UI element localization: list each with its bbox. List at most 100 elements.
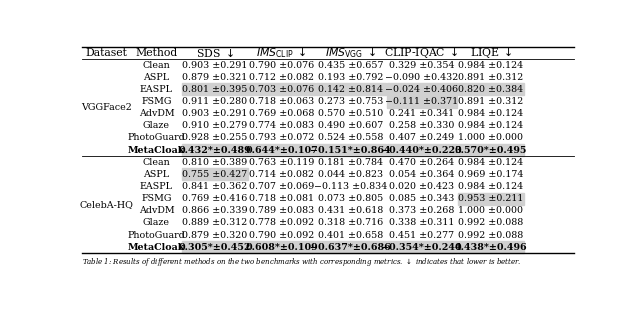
- Text: 0.142 ±0.814: 0.142 ±0.814: [318, 85, 383, 94]
- Bar: [458, 193, 524, 205]
- Text: 0.451 ±0.277: 0.451 ±0.277: [389, 231, 454, 240]
- Text: 0.570 ±0.510: 0.570 ±0.510: [318, 109, 383, 118]
- Text: 0.407 ±0.249: 0.407 ±0.249: [389, 133, 454, 143]
- Text: 0.707 ±0.069: 0.707 ±0.069: [249, 182, 314, 191]
- Text: SDS $\downarrow$: SDS $\downarrow$: [196, 47, 234, 59]
- Text: ASPL: ASPL: [143, 170, 170, 179]
- Text: 0.953 ±0.211: 0.953 ±0.211: [458, 194, 524, 203]
- Text: MetaCloak: MetaCloak: [128, 145, 185, 155]
- Text: 0.903 ±0.291: 0.903 ±0.291: [182, 109, 247, 118]
- Text: $\mathit{IMS}_{\mathrm{VGG}}$ $\downarrow$: $\mathit{IMS}_{\mathrm{VGG}}$ $\downarro…: [325, 46, 376, 60]
- Bar: [387, 83, 457, 95]
- Text: 0.644*±0.107: 0.644*±0.107: [245, 145, 318, 155]
- Text: 0.969 ±0.174: 0.969 ±0.174: [458, 170, 524, 179]
- Text: 0.718 ±0.063: 0.718 ±0.063: [249, 97, 314, 106]
- Text: 0.984 ±0.124: 0.984 ±0.124: [458, 61, 524, 70]
- Text: 0.718 ±0.081: 0.718 ±0.081: [249, 194, 314, 203]
- Bar: [387, 95, 457, 108]
- Text: CLIP-IQAC $\downarrow$: CLIP-IQAC $\downarrow$: [385, 45, 459, 60]
- Text: Method: Method: [135, 48, 177, 58]
- Text: 0.889 ±0.312: 0.889 ±0.312: [182, 219, 247, 227]
- Text: −0.090 ±0.432: −0.090 ±0.432: [385, 73, 458, 82]
- Text: 0.431 ±0.618: 0.431 ±0.618: [318, 206, 383, 215]
- Text: 0.841 ±0.362: 0.841 ±0.362: [182, 182, 247, 191]
- Text: AdvDM: AdvDM: [139, 206, 174, 215]
- Text: 0.984 ±0.124: 0.984 ±0.124: [458, 109, 524, 118]
- Text: 0.769 ±0.068: 0.769 ±0.068: [249, 109, 314, 118]
- Text: 0.181 ±0.784: 0.181 ±0.784: [318, 158, 383, 167]
- Text: CelebA-HQ: CelebA-HQ: [80, 200, 134, 209]
- Text: EASPL: EASPL: [140, 182, 173, 191]
- Text: 0.790 ±0.092: 0.790 ±0.092: [249, 231, 314, 240]
- Bar: [387, 144, 457, 156]
- Text: 0.879 ±0.320: 0.879 ±0.320: [182, 231, 247, 240]
- Text: VGGFace2: VGGFace2: [81, 103, 132, 112]
- Text: 0.992 ±0.088: 0.992 ±0.088: [458, 231, 524, 240]
- Bar: [458, 83, 524, 95]
- Text: PhotoGuard: PhotoGuard: [127, 231, 185, 240]
- Text: −0.440*±0.223: −0.440*±0.223: [381, 145, 462, 155]
- Text: 0.470 ±0.264: 0.470 ±0.264: [389, 158, 454, 167]
- Text: 0.524 ±0.558: 0.524 ±0.558: [318, 133, 383, 143]
- Text: 0.879 ±0.321: 0.879 ±0.321: [182, 73, 247, 82]
- Text: −0.637*±0.686: −0.637*±0.686: [310, 243, 391, 252]
- Bar: [316, 241, 385, 253]
- Text: 0.910 ±0.279: 0.910 ±0.279: [182, 121, 247, 130]
- Text: 0.318 ±0.716: 0.318 ±0.716: [318, 219, 383, 227]
- Text: 0.801 ±0.395: 0.801 ±0.395: [182, 85, 247, 94]
- Text: 0.193 ±0.792: 0.193 ±0.792: [318, 73, 383, 82]
- Bar: [182, 144, 248, 156]
- Text: 0.305*±0.452: 0.305*±0.452: [179, 243, 251, 252]
- Text: 0.085 ±0.343: 0.085 ±0.343: [389, 194, 454, 203]
- Text: 0.435 ±0.657: 0.435 ±0.657: [318, 61, 383, 70]
- Text: 0.763 ±0.119: 0.763 ±0.119: [249, 158, 314, 167]
- Text: 0.438*±0.496: 0.438*±0.496: [454, 243, 527, 252]
- Text: 1.000 ±0.000: 1.000 ±0.000: [458, 206, 524, 215]
- Bar: [249, 241, 315, 253]
- Text: 0.793 ±0.072: 0.793 ±0.072: [249, 133, 314, 143]
- Text: Table 1: Results of different methods on the two benchmarks with corresponding m: Table 1: Results of different methods on…: [83, 256, 522, 268]
- Text: 0.054 ±0.364: 0.054 ±0.364: [389, 170, 454, 179]
- Text: MetaCloak: MetaCloak: [128, 243, 185, 252]
- Bar: [458, 144, 524, 156]
- Text: Clean: Clean: [143, 61, 170, 70]
- Text: 0.241 ±0.341: 0.241 ±0.341: [389, 109, 454, 118]
- Text: EASPL: EASPL: [140, 85, 173, 94]
- Text: Dataset: Dataset: [86, 48, 128, 58]
- Bar: [316, 83, 385, 95]
- Bar: [249, 83, 315, 95]
- Text: −0.113 ±0.834: −0.113 ±0.834: [314, 182, 387, 191]
- Text: FSMG: FSMG: [141, 97, 172, 106]
- Text: 0.891 ±0.312: 0.891 ±0.312: [458, 73, 524, 82]
- Text: 0.903 ±0.291: 0.903 ±0.291: [182, 61, 247, 70]
- Text: 0.984 ±0.124: 0.984 ±0.124: [458, 158, 524, 167]
- Text: 0.273 ±0.753: 0.273 ±0.753: [318, 97, 383, 106]
- Text: Glaze: Glaze: [143, 121, 170, 130]
- Text: 0.329 ±0.354: 0.329 ±0.354: [389, 61, 454, 70]
- Text: 0.714 ±0.082: 0.714 ±0.082: [249, 170, 314, 179]
- Text: PhotoGuard: PhotoGuard: [127, 133, 185, 143]
- Bar: [182, 83, 248, 95]
- Text: Glaze: Glaze: [143, 219, 170, 227]
- Text: −0.111 ±0.371: −0.111 ±0.371: [385, 97, 458, 106]
- Text: −0.151*±0.864: −0.151*±0.864: [310, 145, 391, 155]
- Text: 0.790 ±0.076: 0.790 ±0.076: [249, 61, 314, 70]
- Text: 0.608*±0.109: 0.608*±0.109: [245, 243, 318, 252]
- Text: 0.984 ±0.124: 0.984 ±0.124: [458, 121, 524, 130]
- Text: $\mathit{IMS}_{\mathrm{CLIP}}$ $\downarrow$: $\mathit{IMS}_{\mathrm{CLIP}}$ $\downarr…: [256, 46, 307, 60]
- Text: 0.490 ±0.607: 0.490 ±0.607: [318, 121, 383, 130]
- Text: 0.712 ±0.082: 0.712 ±0.082: [249, 73, 314, 82]
- Text: ASPL: ASPL: [143, 73, 170, 82]
- Text: 0.911 ±0.280: 0.911 ±0.280: [182, 97, 247, 106]
- Text: −0.354*±0.244: −0.354*±0.244: [381, 243, 462, 252]
- Text: 0.432*±0.489: 0.432*±0.489: [179, 145, 251, 155]
- Text: 0.338 ±0.311: 0.338 ±0.311: [389, 219, 454, 227]
- Text: 0.373 ±0.268: 0.373 ±0.268: [389, 206, 454, 215]
- Text: 0.258 ±0.330: 0.258 ±0.330: [389, 121, 454, 130]
- Bar: [249, 144, 315, 156]
- Text: 0.928 ±0.255: 0.928 ±0.255: [182, 133, 247, 143]
- Text: 0.866 ±0.339: 0.866 ±0.339: [182, 206, 248, 215]
- Text: 0.810 ±0.389: 0.810 ±0.389: [182, 158, 247, 167]
- Text: 0.044 ±0.823: 0.044 ±0.823: [318, 170, 383, 179]
- Text: LIQE $\downarrow$: LIQE $\downarrow$: [470, 45, 513, 60]
